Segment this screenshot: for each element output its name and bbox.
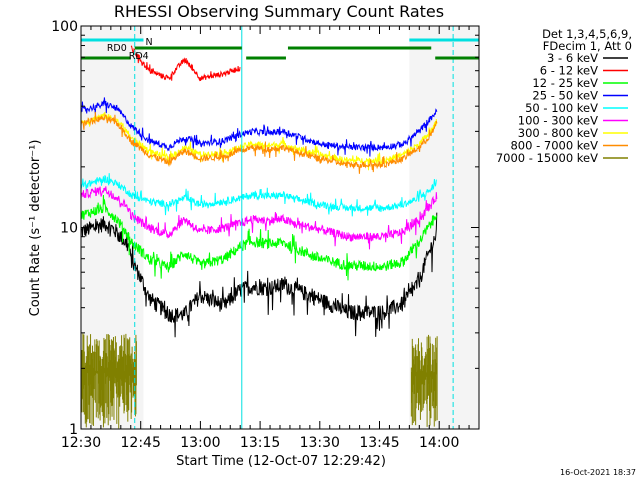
x-tick-label-2: 13:00 xyxy=(180,435,220,451)
series-6-line xyxy=(80,111,438,171)
night-boundary-lines xyxy=(134,26,454,429)
legend-entry-7: 800 - 7000 keV xyxy=(510,139,598,153)
series-3 xyxy=(80,97,438,157)
chart-title: RHESSI Observing Summary Count Rates xyxy=(114,2,444,21)
y-tick-label-1: 10 xyxy=(60,221,78,237)
night-label: N xyxy=(145,37,152,48)
y-tick-label-2: 100 xyxy=(51,19,78,35)
series-3-line xyxy=(80,97,438,157)
x-tick-label-4: 13:30 xyxy=(300,435,340,451)
saa-marker-1: RD4 xyxy=(129,51,149,62)
series-5 xyxy=(80,186,438,250)
series-0 xyxy=(80,212,438,338)
legend-entry-8: 7000 - 15000 keV xyxy=(496,151,598,165)
x-tick-label-3: 13:15 xyxy=(240,435,280,451)
series-8 xyxy=(80,333,438,429)
series-5-line xyxy=(80,186,438,250)
legend-entry-1: 6 - 12 keV xyxy=(540,64,598,78)
legend-entry-3: 25 - 50 keV xyxy=(532,89,598,103)
series-1-line xyxy=(130,45,241,82)
legend-entry-4: 50 - 100 keV xyxy=(525,101,598,115)
x-tick-label-5: 13:45 xyxy=(359,435,399,451)
shaded-intervals xyxy=(81,26,479,429)
y-tick-label-0: 1 xyxy=(69,422,78,438)
series-2 xyxy=(80,194,438,281)
legend-entry-6: 300 - 800 keV xyxy=(518,126,598,140)
legend-entry-0: 3 - 6 keV xyxy=(547,51,598,65)
x-tick-label-6: 14:00 xyxy=(419,435,459,451)
legend-entry-5: 100 - 300 keV xyxy=(518,114,598,128)
axes: 12:30 12:45 13:00 13:15 13:30 13:45 14:00 1 10 10… xyxy=(51,19,480,451)
series-4 xyxy=(80,173,437,217)
series-4-line xyxy=(80,173,437,217)
series-7 xyxy=(80,111,438,174)
series-7-line xyxy=(80,111,438,174)
x-tick-label-0: 12:30 xyxy=(61,435,101,451)
series-1 xyxy=(130,45,241,82)
saa-marker-0: RD0 xyxy=(107,43,127,54)
legend-entry-2: 12 - 25 keV xyxy=(532,76,598,90)
series-layer xyxy=(80,45,438,429)
series-0-line xyxy=(80,212,438,338)
x-tick-label-1: 12:45 xyxy=(121,435,161,451)
series-2-line xyxy=(80,194,438,281)
legend-header-0: Det 1,3,4,5,6,9, xyxy=(542,27,632,41)
legend: Det 1,3,4,5,6,9,FDecim 1, Att 03 - 6 keV… xyxy=(496,27,632,165)
series-6 xyxy=(80,111,438,171)
timestamp: 16-Oct-2021 18:37 xyxy=(560,468,636,477)
legend-header-1: FDecim 1, Att 0 xyxy=(543,39,632,53)
y-axis-label: Count Rate (s⁻¹ detector⁻¹) xyxy=(28,140,43,317)
x-axis-label: Start Time (12-Oct-07 12:29:42) xyxy=(176,454,386,469)
